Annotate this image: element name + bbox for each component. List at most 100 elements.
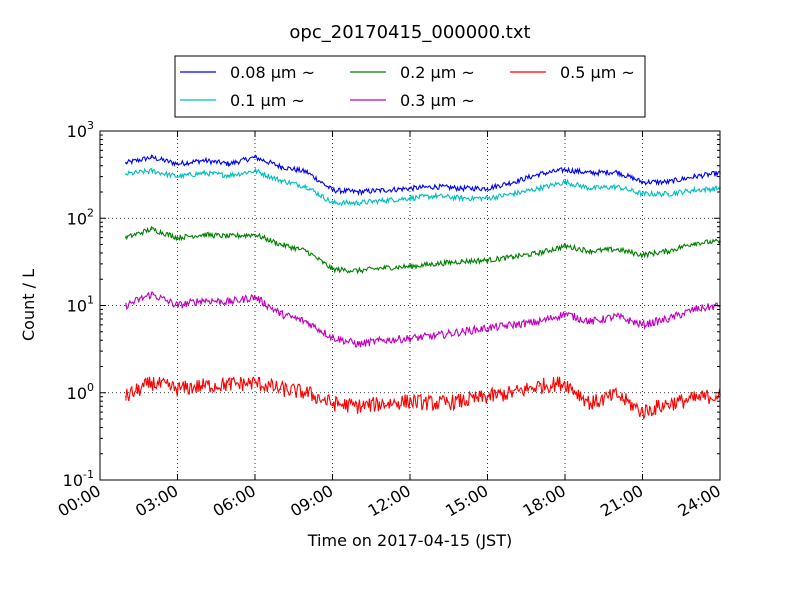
legend: 0.08 μm ~ 0.1 μm ~ 0.2 μm ~ 0.3 μm ~ 0.5 μm … [174,55,646,118]
data-point [641,254,644,256]
data-point [512,193,515,195]
y-tick-base: 10 [63,471,83,490]
data-point [486,187,489,190]
y-tick-label: 10-1 [63,468,94,490]
data-point [150,156,153,159]
data-point [331,268,334,271]
data-point [176,304,179,307]
series-line [125,154,721,197]
data-point [409,337,411,340]
data-point [305,171,308,173]
data-point [254,382,256,384]
data-point [305,185,308,188]
data-point [125,162,127,164]
data-point [486,327,489,329]
data-point [383,339,385,342]
data-point [667,193,670,195]
data-point [460,187,463,190]
data-point [693,398,695,400]
data-point [564,382,566,384]
y-axis-label: Count / L [19,269,38,341]
data-point [667,181,670,183]
data-point [176,175,179,178]
chart-title: opc_20170415_000000.txt [289,22,530,43]
data-point [357,343,360,346]
series-line [125,167,721,207]
data-point [667,402,670,405]
data-point [254,169,256,172]
data-point [280,313,282,315]
data-point [383,267,385,269]
data-point [305,391,308,394]
y-tick-exponent: -1 [83,468,94,481]
data-point [254,156,256,159]
data-point [615,171,618,173]
data-point [693,308,695,311]
data-point [460,260,463,263]
data-point [667,318,670,320]
y-tick-base: 10 [67,209,87,228]
data-point [564,181,566,183]
data-point [280,179,282,182]
data-point [125,236,127,239]
data-point [280,243,282,246]
data-point [641,411,644,413]
data-point [435,334,437,337]
data-point [538,173,540,175]
data-point [254,233,256,236]
data-point [590,250,592,252]
data-point [486,197,489,199]
data-point [641,324,644,326]
y-tick-label: 101 [67,294,94,316]
series-line [125,291,721,348]
data-point [150,293,153,295]
data-point [460,400,463,403]
data-point [435,185,437,188]
data-point [280,388,282,390]
data-point [512,256,515,258]
data-point [409,265,411,268]
data-point [486,395,489,398]
legend-label: 0.08 μm ~ [230,63,315,82]
data-point [564,313,566,315]
legend-label: 0.2 μm ~ [400,63,475,82]
data-point [538,187,540,190]
data-point [228,301,230,303]
data-point [202,385,205,387]
data-point [383,402,385,405]
data-point [590,321,592,323]
data-point [564,168,566,171]
data-point [383,189,385,191]
data-point [331,402,334,405]
y-tick-exponent: 1 [87,294,94,307]
data-point [564,245,566,247]
data-point [280,165,282,168]
y-tick-exponent: 0 [87,381,94,394]
legend-box [174,55,646,118]
data-point [357,405,360,408]
y-tick-label: 102 [67,206,94,228]
data-point [150,382,153,384]
x-axis-label: Time on 2017-04-15 (JST) [307,531,512,550]
data-point [383,199,385,202]
data-point [641,193,644,195]
data-point [435,263,437,265]
data-point [150,228,153,230]
data-point [331,189,334,191]
y-tick-exponent: 3 [87,119,94,132]
legend-label: 0.5 μm ~ [560,63,635,82]
series-lines [125,154,721,421]
data-point [150,169,153,172]
data-point [305,321,308,323]
series-line [125,376,721,421]
data-point [538,321,540,323]
data-point [667,250,670,252]
data-point [460,330,463,333]
data-point [228,163,230,165]
y-tick-label: 103 [67,119,94,141]
data-point [615,315,618,318]
data-point [435,195,437,197]
data-point [409,187,411,190]
data-point [176,236,179,239]
